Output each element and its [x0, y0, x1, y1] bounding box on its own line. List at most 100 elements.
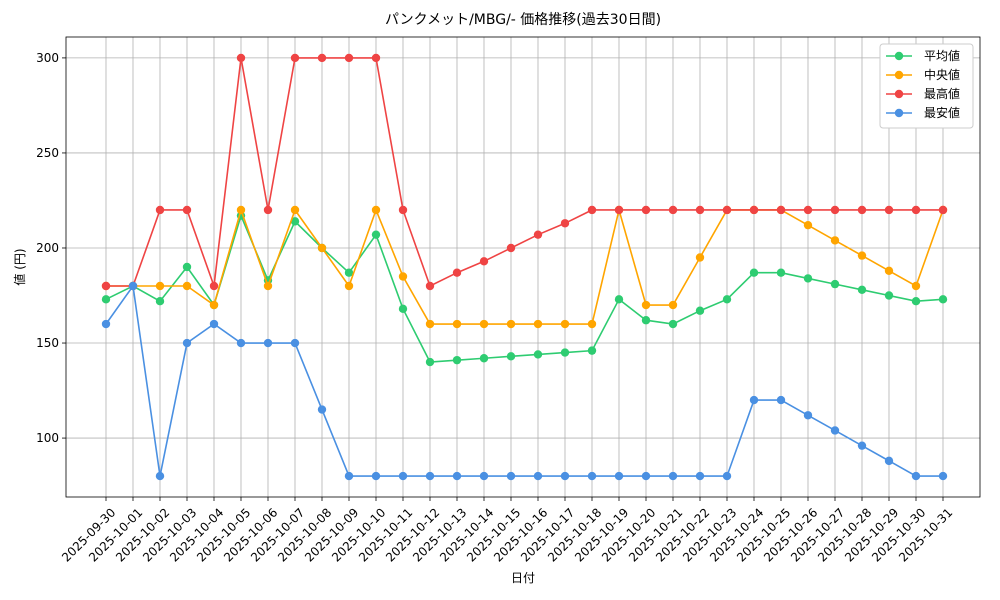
- point: [857, 285, 867, 295]
- point: [830, 279, 840, 289]
- series-line: [105, 213, 944, 363]
- point: [371, 53, 381, 63]
- point: [695, 471, 705, 481]
- point: [506, 319, 516, 329]
- point: [695, 306, 705, 315]
- point: [587, 346, 597, 355]
- point: [182, 205, 192, 215]
- point: [425, 357, 435, 367]
- point: [830, 205, 840, 215]
- point: [263, 338, 273, 348]
- point: [452, 268, 462, 277]
- series-line: [105, 283, 943, 477]
- series-line: [106, 206, 944, 325]
- point: [533, 350, 543, 359]
- point: [290, 53, 300, 63]
- point: [236, 53, 246, 63]
- point: [641, 471, 651, 481]
- y-tick-label: 150: [36, 336, 59, 350]
- point: [506, 471, 516, 481]
- point: [290, 205, 300, 215]
- point: [452, 319, 462, 329]
- point: [155, 281, 165, 291]
- point: [290, 338, 300, 348]
- point: [587, 471, 597, 481]
- point: [425, 281, 435, 291]
- point: [479, 471, 489, 481]
- point: [803, 411, 813, 420]
- y-tick-label: 300: [36, 51, 59, 65]
- point: [371, 230, 381, 239]
- point: [533, 319, 543, 329]
- chart-title: パンクメット/MBG/- 価格推移(過去30日間): [385, 12, 661, 28]
- point: [668, 471, 678, 481]
- point: [209, 319, 219, 329]
- point: [398, 471, 408, 481]
- point: [641, 316, 651, 325]
- point: [452, 471, 462, 481]
- point: [506, 243, 516, 253]
- point: [398, 272, 408, 281]
- point: [182, 281, 192, 291]
- point: [614, 471, 624, 481]
- point: [425, 319, 435, 329]
- point: [803, 205, 813, 215]
- point: [614, 205, 624, 215]
- point: [155, 297, 165, 306]
- legend-label: 平均値: [924, 48, 960, 63]
- legend-marker: [894, 70, 904, 80]
- point: [668, 300, 678, 310]
- point: [398, 304, 408, 314]
- x-axis-label: 日付: [511, 571, 535, 585]
- y-tick-label: 100: [36, 431, 59, 445]
- point: [722, 205, 732, 215]
- point: [911, 205, 921, 215]
- point: [236, 205, 246, 215]
- point: [803, 274, 813, 283]
- point: [317, 405, 327, 414]
- point: [479, 319, 489, 329]
- point: [317, 53, 327, 63]
- point: [803, 220, 813, 230]
- point: [668, 319, 678, 329]
- point: [560, 348, 570, 357]
- point: [614, 295, 624, 304]
- point: [263, 205, 273, 215]
- point: [101, 281, 111, 291]
- y-axis-label: 値 (円): [12, 248, 27, 285]
- legend-label: 最高値: [924, 86, 960, 101]
- point: [695, 253, 705, 262]
- series-line: [106, 57, 943, 288]
- point: [857, 441, 867, 450]
- point: [209, 300, 219, 310]
- legend-label: 最安値: [924, 105, 960, 120]
- point: [938, 205, 948, 215]
- y-tick-label: 200: [36, 241, 59, 255]
- point: [641, 300, 651, 310]
- point: [182, 262, 192, 272]
- point: [884, 456, 894, 466]
- point: [722, 471, 732, 481]
- point: [587, 205, 597, 215]
- point: [479, 257, 489, 266]
- point: [560, 219, 570, 228]
- point: [101, 319, 111, 329]
- point: [209, 281, 219, 291]
- point: [668, 205, 678, 215]
- point: [641, 205, 651, 215]
- point: [290, 217, 300, 226]
- point: [263, 281, 273, 291]
- point: [911, 297, 921, 306]
- point: [344, 268, 354, 277]
- point: [938, 295, 948, 304]
- point: [884, 291, 894, 300]
- point: [776, 395, 786, 405]
- point: [857, 251, 867, 260]
- point: [452, 355, 462, 365]
- point: [371, 471, 381, 481]
- point: [425, 471, 435, 481]
- point: [128, 281, 138, 291]
- point: [884, 205, 894, 215]
- point: [857, 205, 867, 215]
- point: [398, 205, 408, 215]
